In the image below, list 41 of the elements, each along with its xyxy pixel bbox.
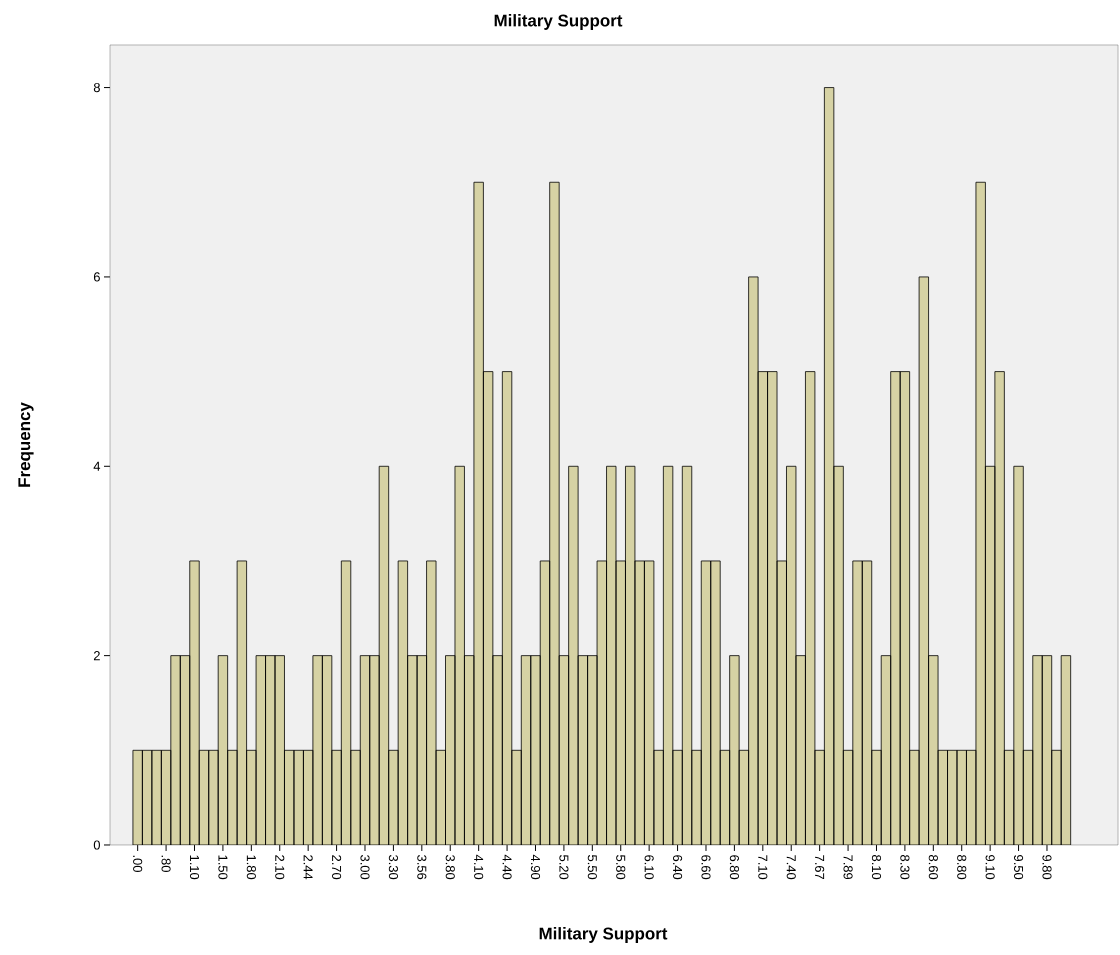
x-tick-label: 9.80	[1042, 855, 1052, 880]
x-tick-label: 8.10	[871, 855, 882, 880]
y-tick-label: 6	[93, 272, 100, 282]
x-tick-label: 6.80	[729, 855, 739, 880]
chart-title: Military Support	[494, 14, 623, 30]
x-tick-label: 1.50	[218, 855, 228, 880]
y-tick-label: 4	[93, 461, 101, 471]
x-tick-label: 8.30	[900, 855, 910, 880]
x-tick-label: 7.40	[786, 855, 796, 880]
x-tick-label: 1.10	[189, 855, 200, 880]
x-tick-label: 3.00	[360, 855, 370, 880]
x-tick-label: 9.10	[985, 855, 995, 880]
x-tick-label: 2.70	[332, 855, 342, 880]
x-tick-label: 4.90	[530, 854, 541, 880]
y-tick-label: 2	[93, 651, 100, 661]
x-tick-label: 1.80	[246, 855, 256, 880]
x-tick-label: .00	[133, 855, 143, 873]
x-tick-label: 2.44	[303, 855, 313, 880]
x-tick-label: 7.89	[843, 855, 853, 880]
x-tick-label: 5.50	[587, 855, 597, 880]
x-tick-label: 7.10	[758, 855, 768, 880]
x-tick-label: 4.40	[502, 854, 512, 880]
x-tick-label: 8.60	[928, 855, 938, 880]
x-tick-label: 3.30	[388, 855, 398, 880]
x-tick-label: 7.67	[815, 855, 825, 880]
x-tick-label: 5.80	[616, 855, 626, 880]
x-tick-label: 3.56	[417, 855, 427, 880]
x-tick-label: 4.10	[474, 854, 484, 880]
y-tick-label: 0	[93, 840, 100, 850]
x-axis-title: Military Support	[539, 927, 668, 943]
y-tick-label: 8	[93, 82, 100, 93]
x-tick-label: 5.20	[559, 855, 569, 880]
x-tick-label: 6.10	[644, 855, 654, 880]
x-tick-label: .80	[161, 855, 171, 873]
x-tick-label: 3.80	[445, 855, 455, 880]
x-tick-label: 6.60	[701, 855, 711, 880]
x-tick-label: 6.40	[672, 855, 683, 880]
y-axis-title: Frequency	[18, 402, 34, 487]
x-tick-label: 2.10	[275, 855, 285, 880]
x-tick-label: 9.50	[1013, 855, 1024, 880]
x-tick-label: 8.80	[957, 855, 967, 880]
